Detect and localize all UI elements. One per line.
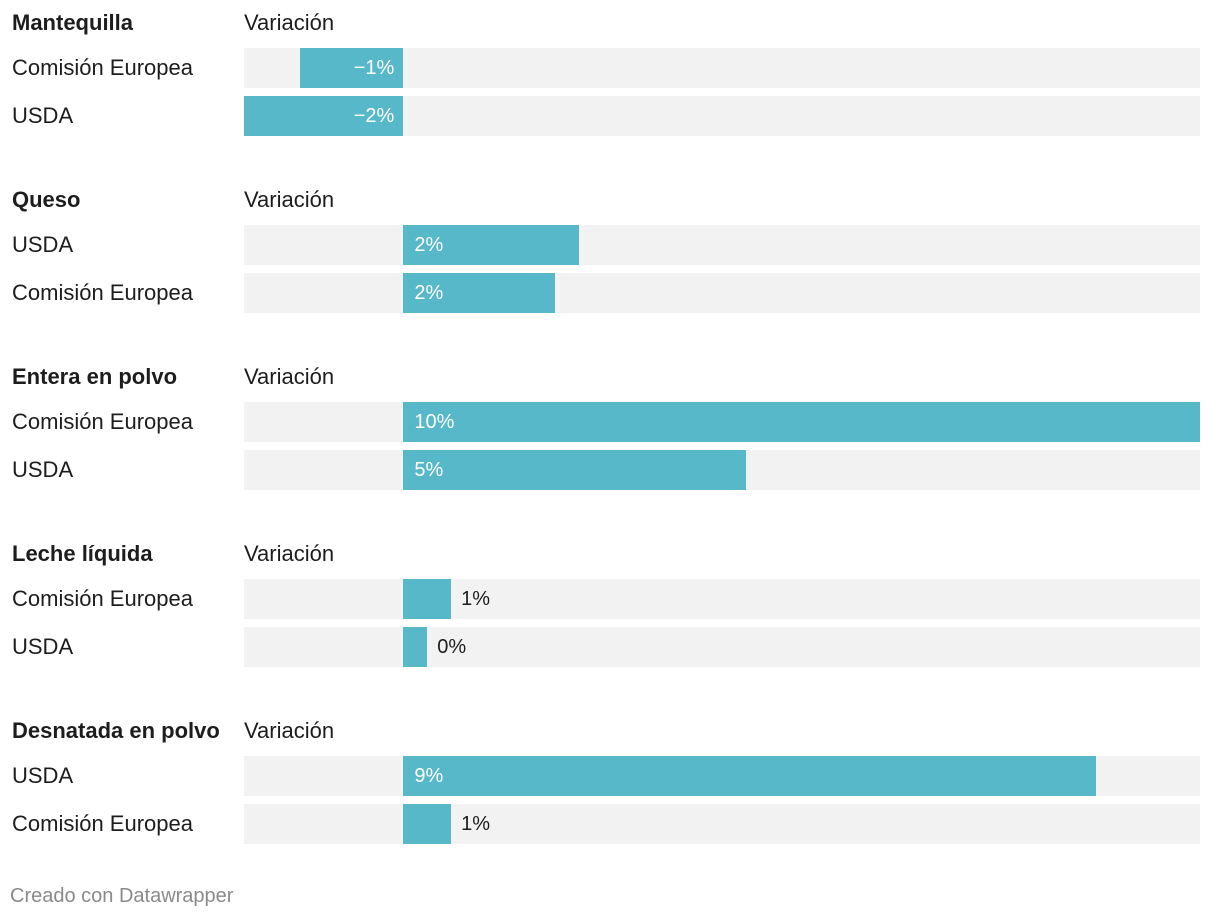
chart-group: Desnatada en polvo Variación USDA 9% Comisió… xyxy=(0,718,1220,848)
row-label: USDA xyxy=(12,763,74,788)
bar xyxy=(299,48,404,88)
bar-track: 2% xyxy=(244,225,1200,265)
column-header: Variación xyxy=(244,541,335,566)
bar-track: 2% xyxy=(244,273,1200,313)
row-label: Comisión Europea xyxy=(12,280,193,305)
bar xyxy=(403,450,746,490)
group-title: Queso xyxy=(12,187,81,212)
bar-track: 1% xyxy=(244,804,1200,844)
column-header: Variación xyxy=(244,364,335,389)
bar xyxy=(403,273,555,313)
row-label: Comisión Europea xyxy=(12,55,193,80)
bar-track: 10% xyxy=(244,402,1200,442)
group-title: Mantequilla xyxy=(12,10,134,35)
group-title: Desnatada en polvo xyxy=(12,718,220,743)
chart-group: Leche líquida Variación Comisión Europea 1%… xyxy=(0,541,1220,671)
bar xyxy=(403,756,1097,796)
column-header: Variación xyxy=(244,10,335,35)
bar-track: 9% xyxy=(244,756,1200,796)
value-label: −1% xyxy=(353,57,395,79)
value-label: 1% xyxy=(461,588,491,610)
column-header: Variación xyxy=(244,187,335,212)
group-title: Entera en polvo xyxy=(12,364,178,389)
bar xyxy=(244,96,404,136)
bar xyxy=(403,402,1200,442)
bar-track: 5% xyxy=(244,450,1200,490)
chart-group: Queso Variación USDA 2% Comisión Europea 2% xyxy=(0,187,1220,317)
value-label: 0% xyxy=(437,636,467,658)
row-label: USDA xyxy=(12,103,74,128)
bar xyxy=(403,804,452,844)
bar-track: 1% xyxy=(244,579,1200,619)
bar-track: −1% xyxy=(244,48,1200,88)
chart-group: Entera en polvo Variación Comisión Europea… xyxy=(0,364,1220,494)
value-label: −2% xyxy=(353,105,395,127)
value-label: 2% xyxy=(414,234,444,256)
value-label: 2% xyxy=(414,282,444,304)
bar-track: −2% xyxy=(244,96,1200,136)
row-label: USDA xyxy=(12,634,74,659)
value-label: 5% xyxy=(414,459,444,481)
chart-group: Mantequilla Variación Comisión Europea −1% U… xyxy=(0,10,1220,140)
value-label: 9% xyxy=(414,765,444,787)
bar xyxy=(403,579,452,619)
footer-credit: Creado con Datawrapper xyxy=(10,885,234,907)
value-label: 10% xyxy=(414,411,455,433)
row-label: USDA xyxy=(12,232,74,257)
row-label: USDA xyxy=(12,457,74,482)
row-label: Comisión Europea xyxy=(12,811,193,836)
value-label: 1% xyxy=(461,813,491,835)
bar-chart: Mantequilla Variación Comisión Europea −1% U… xyxy=(0,10,1220,848)
group-title: Leche líquida xyxy=(12,541,153,566)
bar xyxy=(403,225,579,265)
bar-track: 0% xyxy=(244,627,1200,667)
bar xyxy=(403,627,428,667)
row-label: Comisión Europea xyxy=(12,586,193,611)
row-label: Comisión Europea xyxy=(12,409,193,434)
column-header: Variación xyxy=(244,718,335,743)
